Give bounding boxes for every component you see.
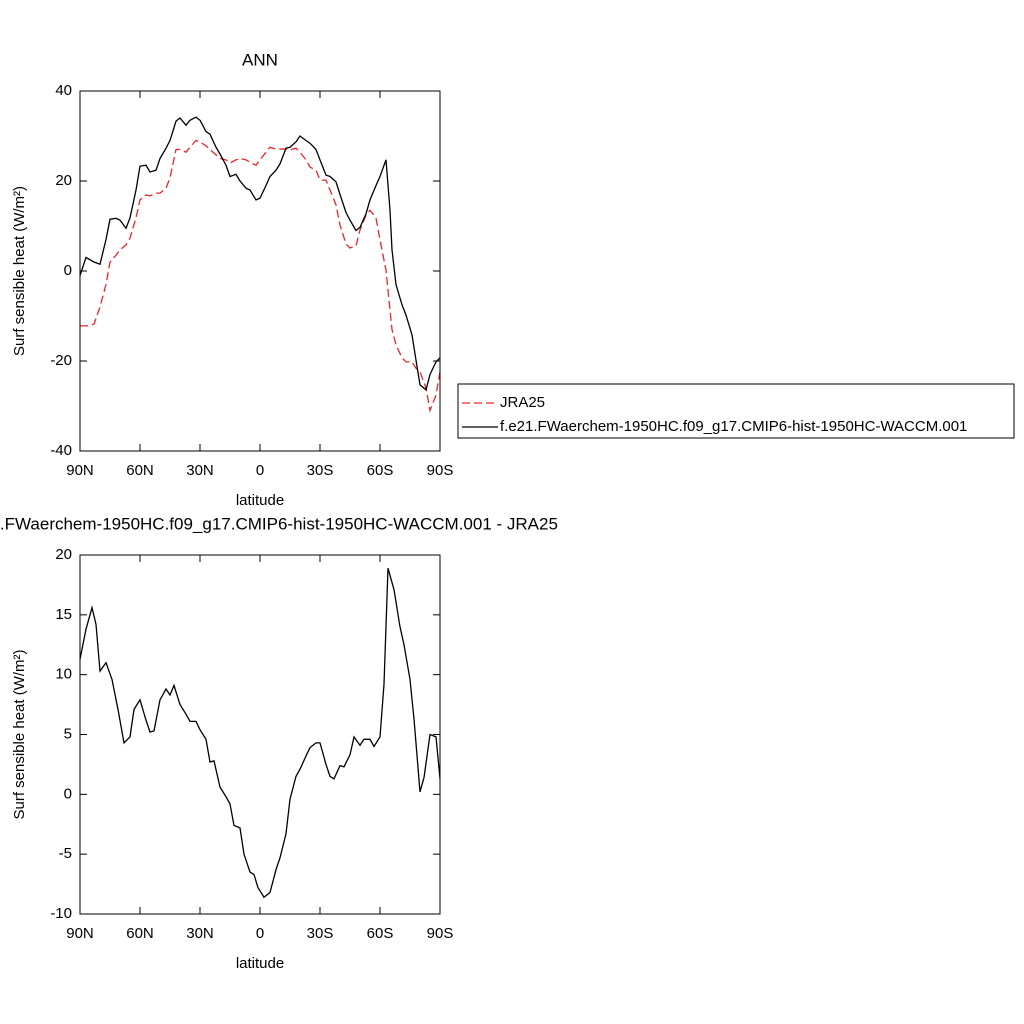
y-tick-label: 20 bbox=[55, 546, 72, 563]
chart-title: f.e21.FWaerchem-1950HC.f09_g17.CMIP6-his… bbox=[0, 514, 558, 533]
x-tick-label: 30N bbox=[186, 925, 214, 942]
x-tick-label: 30S bbox=[307, 462, 334, 479]
x-tick-label: 60S bbox=[367, 925, 394, 942]
x-axis-label: latitude bbox=[236, 492, 284, 509]
x-tick-label: 90S bbox=[427, 925, 454, 942]
x-tick-label: 30N bbox=[186, 462, 214, 479]
x-tick-label: 0 bbox=[256, 462, 264, 479]
x-tick-label: 60S bbox=[367, 462, 394, 479]
y-tick-label: 15 bbox=[55, 606, 72, 623]
y-tick-label: 10 bbox=[55, 666, 72, 683]
x-tick-label: 60N bbox=[126, 925, 154, 942]
chart-title: ANN bbox=[242, 50, 278, 69]
y-tick-label: -20 bbox=[50, 352, 72, 369]
legend-label: f.e21.FWaerchem-1950HC.f09_g17.CMIP6-his… bbox=[500, 418, 967, 435]
x-tick-label: 90N bbox=[66, 462, 94, 479]
x-tick-label: 0 bbox=[256, 925, 264, 942]
y-tick-label: -40 bbox=[50, 442, 72, 459]
x-tick-label: 90S bbox=[427, 462, 454, 479]
y-tick-label: -10 bbox=[50, 905, 72, 922]
data-line bbox=[79, 116, 441, 391]
x-axis-label: latitude bbox=[236, 955, 284, 972]
legend-label: JRA25 bbox=[500, 394, 545, 411]
data-line bbox=[80, 139, 441, 413]
y-tick-label: 0 bbox=[64, 785, 72, 802]
x-tick-label: 30S bbox=[307, 925, 334, 942]
legend-box bbox=[457, 383, 1015, 439]
y-tick-label: 40 bbox=[55, 82, 72, 99]
y-tick-label: 5 bbox=[64, 725, 72, 742]
y-tick-label: 20 bbox=[55, 172, 72, 189]
y-axis-label: Surf sensible heat (W/m²) bbox=[11, 649, 28, 819]
x-tick-label: 60N bbox=[126, 462, 154, 479]
data-line bbox=[79, 567, 441, 899]
y-axis-label: Surf sensible heat (W/m²) bbox=[11, 186, 28, 356]
y-tick-label: -5 bbox=[59, 845, 72, 862]
y-tick-label: 0 bbox=[64, 262, 72, 279]
x-tick-label: 90N bbox=[66, 925, 94, 942]
